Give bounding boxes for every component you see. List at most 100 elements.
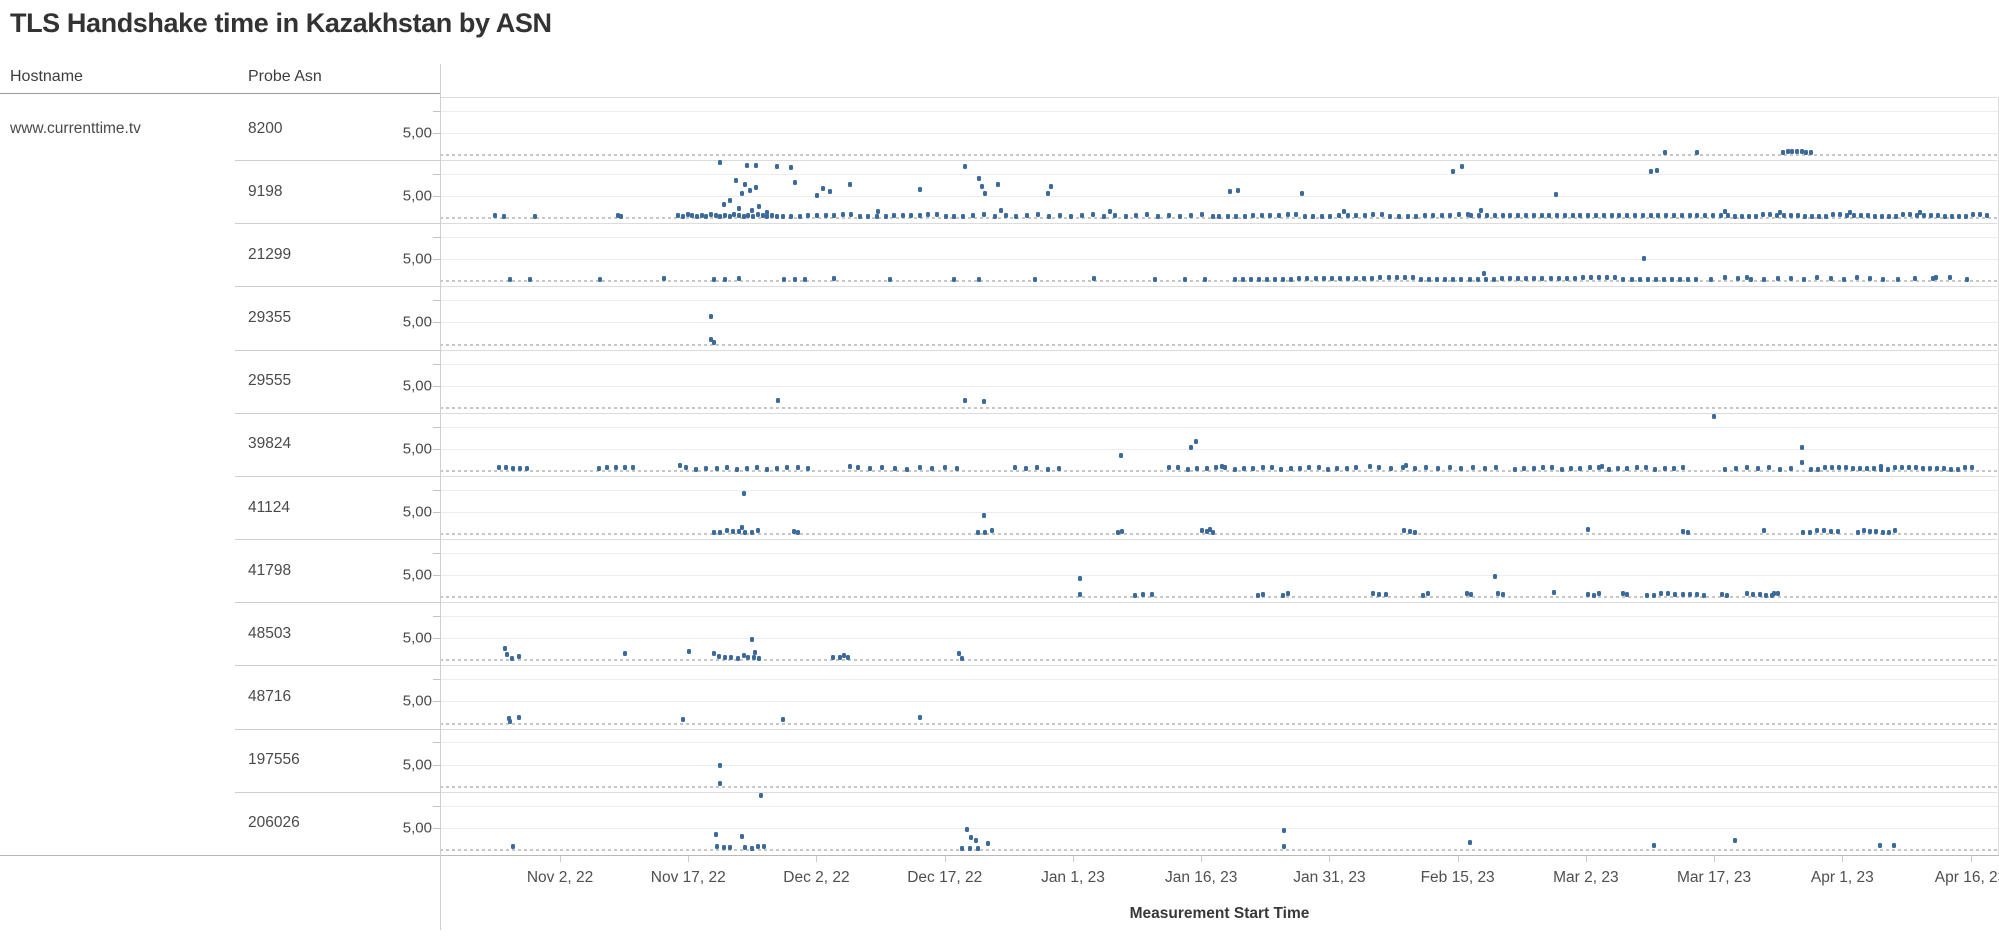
data-point [880,464,885,470]
data-point [1335,466,1340,472]
data-point [1569,466,1574,472]
data-point [1227,188,1232,194]
data-point [618,214,623,220]
data-point [797,213,802,219]
x-tick-mark [1201,856,1203,862]
data-point [715,844,720,850]
data-point [1804,149,1809,155]
data-point [1799,459,1804,465]
data-point [1524,276,1529,282]
data-point [959,655,964,661]
plot-band-21299[interactable] [440,223,1999,287]
data-point [917,714,922,720]
data-point [900,213,905,219]
data-point [1572,275,1577,281]
data-point [723,276,728,282]
data-point [1745,274,1750,280]
data-point [1642,256,1647,262]
plot-band-48503[interactable] [440,602,1999,666]
data-point [676,212,681,218]
data-point [952,276,957,282]
data-point [1014,214,1019,220]
data-point [511,465,516,471]
data-point [1344,465,1349,471]
data-point [1251,213,1256,219]
data-point [503,645,508,651]
data-point [977,175,982,181]
plot-band-197556[interactable] [440,728,1999,792]
plot-band-9198[interactable] [440,160,1999,224]
data-point [1666,591,1671,597]
data-point [1285,212,1290,218]
data-point [765,214,770,220]
x-tick-label: Jan 1, 23 [1041,869,1105,886]
data-point [1785,148,1790,154]
data-point [1837,212,1842,218]
data-point [1872,466,1877,472]
data-point [1431,213,1436,219]
data-point [1802,277,1807,283]
data-point [975,845,980,851]
data-point [1003,212,1008,218]
data-point [1205,528,1210,534]
data-point [1651,843,1656,849]
data-point [1844,465,1849,471]
data-point [1586,213,1591,219]
table-bottom-border [0,855,1999,856]
data-point [713,213,718,219]
data-point [875,209,880,215]
data-point [718,214,723,220]
data-point [1865,466,1870,472]
data-point [1929,213,1933,219]
data-point [1386,275,1391,281]
data-point [1532,276,1537,282]
data-point [1553,192,1558,198]
plot-band-41124[interactable] [440,475,1999,540]
data-point [737,206,742,212]
y-tick-mark [433,237,440,239]
band-top-border [440,728,1997,730]
data-point [1516,213,1521,219]
data-point [727,845,732,851]
data-point [1680,591,1685,597]
zero-reference-line [440,280,1998,283]
data-point [1541,465,1546,471]
data-point [1282,827,1287,833]
plot-band-41798[interactable] [440,539,1999,603]
data-point [1134,213,1139,219]
data-point [868,466,872,472]
plot-band-48716[interactable] [440,665,1999,729]
data-point [782,276,787,282]
y-tick-label: 5,00 [402,566,432,584]
data-point [741,491,746,497]
data-point [1632,213,1637,219]
y-tick-label: 5,00 [402,187,432,205]
data-point [796,530,801,535]
plot-band-29555[interactable] [440,349,1999,413]
data-point [506,715,511,721]
data-point [1481,271,1486,277]
data-point [1223,464,1228,470]
data-point [1435,277,1440,283]
data-point [754,184,759,190]
data-point [1307,465,1312,471]
data-point [1643,464,1648,470]
plot-band-29355[interactable] [440,286,1999,350]
data-point [832,276,837,282]
plot-band-39824[interactable] [440,412,1999,476]
data-point [1809,149,1814,155]
plot-band-206026[interactable] [440,791,1999,855]
data-point [969,835,974,841]
data-point [1470,465,1475,471]
data-point [1703,213,1708,219]
plot-band-8200[interactable] [440,97,1999,161]
data-point [1749,276,1754,282]
data-point [967,845,972,851]
data-point [780,717,785,723]
gridline [440,426,1998,428]
x-tick-label: Mar 2, 23 [1553,869,1619,886]
data-point [1354,465,1359,471]
data-point [1710,213,1715,219]
data-point [723,654,728,660]
data-point [712,276,717,282]
